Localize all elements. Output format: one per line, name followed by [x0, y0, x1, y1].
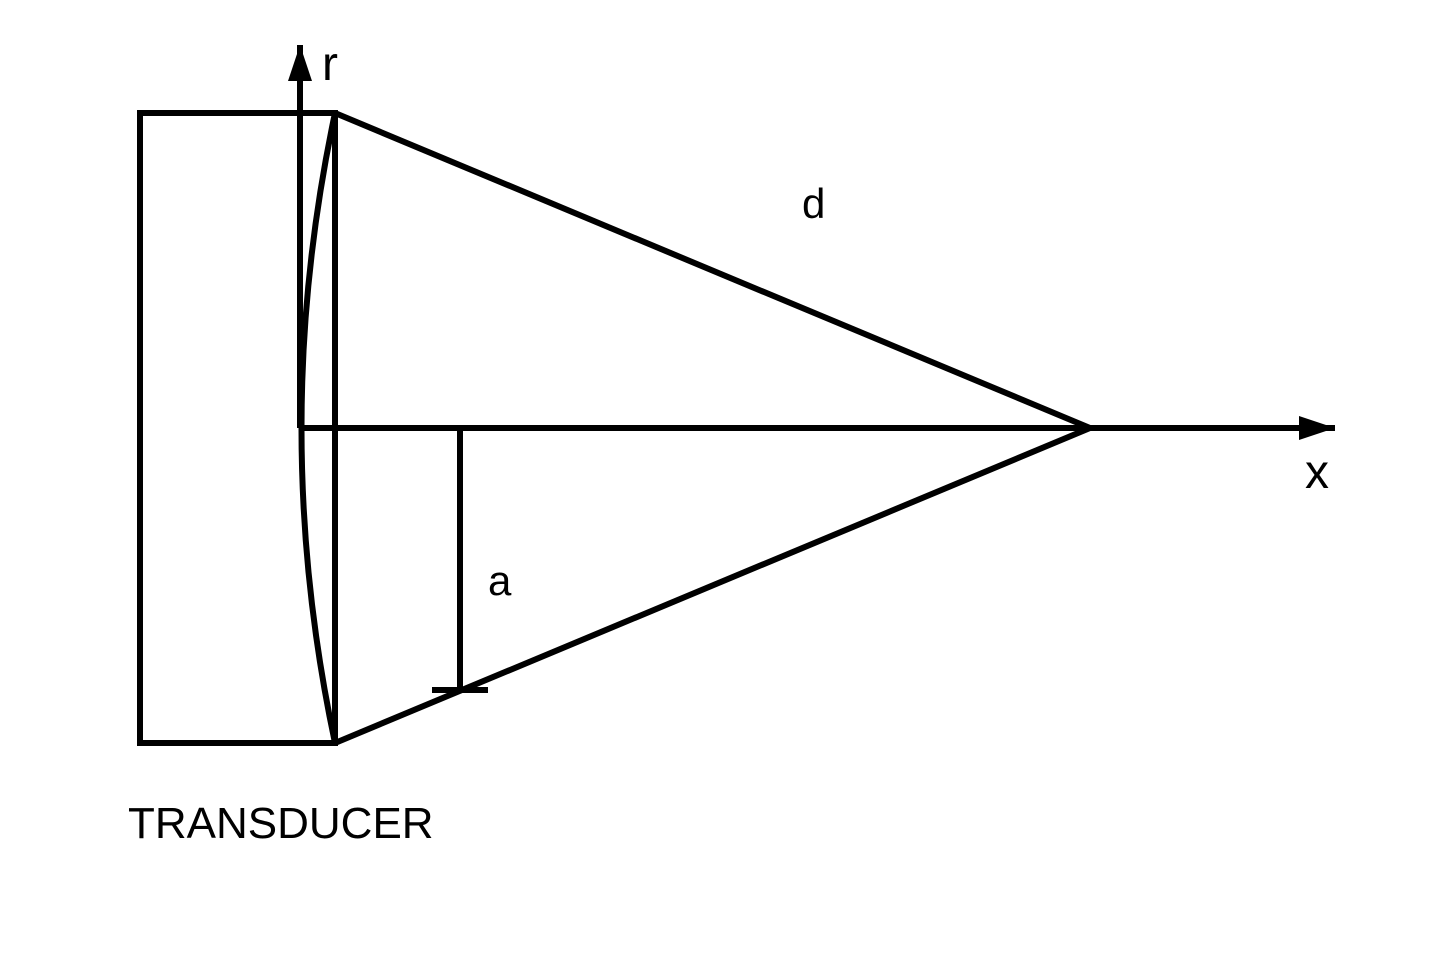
- ray-bottom: [335, 428, 1090, 743]
- component-label: TRANSDUCER: [128, 799, 434, 848]
- x-axis-arrow: [1299, 416, 1335, 440]
- d-label: d: [802, 180, 825, 227]
- x-axis-label: x: [1305, 446, 1329, 499]
- r-axis-label: r: [322, 38, 338, 91]
- r-axis-arrow: [288, 45, 312, 81]
- a-label: a: [488, 557, 512, 604]
- ray-d-top: [335, 113, 1090, 428]
- transducer-diagram: r x d a TRANSDUCER: [0, 0, 1439, 970]
